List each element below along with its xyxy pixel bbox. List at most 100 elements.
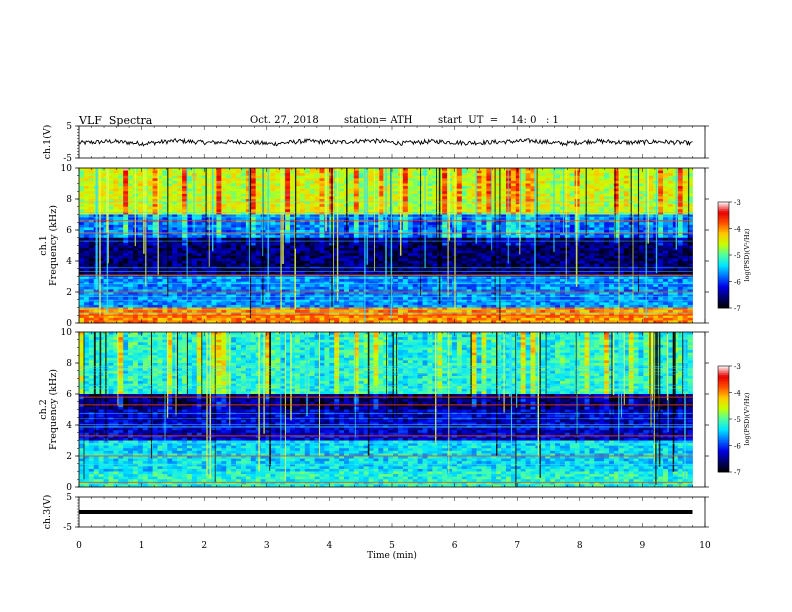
spectrogram-cell (623, 199, 630, 202)
spectrogram-cell (638, 217, 644, 221)
spectrogram-cell (167, 248, 173, 252)
spectrogram-cell (427, 201, 433, 205)
spectrogram-cell (604, 261, 610, 264)
spectrogram-cell (83, 178, 90, 182)
spectrogram-cell (555, 261, 561, 264)
spectrogram-cell (221, 227, 227, 231)
spectrogram-cell (334, 261, 340, 264)
spectrogram-cell (447, 253, 453, 257)
spectrogram-cell (555, 242, 561, 246)
spectrogram-cell (476, 248, 482, 252)
spectrogram-cell (589, 261, 595, 264)
spectrogram-cell (648, 227, 654, 231)
spectrogram-cell (167, 214, 173, 218)
spectrogram-cell (599, 224, 605, 228)
spectrogram-cell (402, 224, 409, 228)
spectrogram-cell (525, 196, 531, 200)
spectrogram-cell (447, 242, 453, 246)
spectrogram-cell (250, 173, 257, 177)
spectrogram-cell (250, 240, 257, 244)
spectrogram-cell (304, 242, 311, 246)
spectrogram-cell (658, 211, 664, 215)
spectrogram-cell (648, 209, 654, 213)
spectrogram-cell (687, 186, 693, 190)
spectrogram-cell (83, 258, 90, 262)
spectrogram-cell (186, 263, 193, 267)
spectrogram-cell (525, 237, 531, 241)
spectrogram-cell (677, 199, 684, 202)
spectrogram-cell (540, 178, 546, 182)
spectrogram-cell (481, 175, 487, 179)
spectrogram-cell (250, 168, 257, 171)
spectrogram-cell (569, 240, 576, 244)
spectrogram-cell (98, 173, 104, 177)
spectrogram-cell (211, 183, 217, 187)
spectrogram-cell (412, 258, 419, 262)
spectrogram-cell (348, 178, 355, 182)
spectrogram-cell (353, 255, 360, 259)
spectrogram-cell (604, 186, 610, 190)
spectrogram-cell (618, 245, 625, 249)
spectrogram-cell (226, 258, 232, 262)
spectrogram-cell (559, 191, 566, 195)
spectrogram-cell (324, 258, 330, 262)
spectrogram-cell (309, 180, 315, 184)
spectrogram-cell (368, 180, 374, 184)
spectrogram-cell (481, 258, 487, 262)
spectrogram-cell (476, 237, 482, 241)
spectrogram-cell (368, 168, 374, 171)
spectrogram-cell (319, 180, 325, 184)
spectrogram-cell (172, 178, 178, 182)
spectrogram-cell (677, 173, 684, 177)
spectrogram-cell (299, 206, 306, 210)
spectrogram-cell (226, 214, 232, 218)
spectrogram-cell (363, 209, 369, 213)
spectrogram-cell (461, 209, 468, 213)
spectrogram-cell (231, 186, 237, 190)
spectrogram-cell (319, 173, 325, 177)
spectrogram-cell (255, 168, 261, 171)
spectrogram-cell (481, 263, 487, 267)
spectrogram-cell (594, 230, 600, 233)
spectrogram-cell (589, 237, 595, 241)
spectrogram-cell (618, 183, 625, 187)
spectrogram-cell (633, 201, 639, 205)
spectrogram-cell (633, 180, 639, 184)
spectrogram-cell (545, 245, 551, 249)
spectrogram-cell (471, 253, 477, 257)
spectrogram-cell (550, 191, 556, 195)
spectrogram-cell (672, 211, 679, 215)
spectrogram-cell (427, 193, 433, 197)
spectrogram-cell (491, 206, 497, 210)
spectrogram-cell (378, 170, 384, 174)
spectrogram-cell (599, 253, 605, 257)
spectrogram-cell (309, 196, 315, 200)
spectrogram-cell (599, 170, 605, 174)
spectrogram-cell (491, 245, 497, 249)
spectrogram-cell (476, 232, 482, 236)
spectrogram-cell (98, 209, 104, 213)
spectrogram-cell (373, 173, 379, 177)
spectrogram-cell (456, 186, 463, 190)
spectrogram-cell (466, 183, 473, 187)
spectrogram-cell (167, 191, 173, 195)
spectrogram-cell (113, 168, 119, 171)
spectrogram-cell (368, 188, 374, 192)
spectrogram-cell (186, 201, 193, 205)
spectrogram-cell (609, 237, 615, 241)
spectrogram-cell (137, 242, 144, 246)
spectrogram-cell (550, 255, 556, 259)
spectrogram-cell (476, 209, 482, 213)
spectrogram-cell (407, 188, 414, 192)
spectrogram-cell (363, 248, 369, 252)
spectrogram-cell (609, 242, 615, 246)
spectrogram-cell (402, 209, 409, 213)
spectrogram-cell (294, 237, 301, 241)
spectrogram-cell (442, 240, 448, 244)
spectrogram-cell (496, 214, 502, 218)
spectrogram-cell (550, 237, 556, 241)
spectrogram-cell (334, 196, 340, 200)
spectrogram-cell (525, 261, 531, 264)
spectrogram-cell (378, 258, 384, 262)
spectrogram-cell (564, 227, 571, 231)
